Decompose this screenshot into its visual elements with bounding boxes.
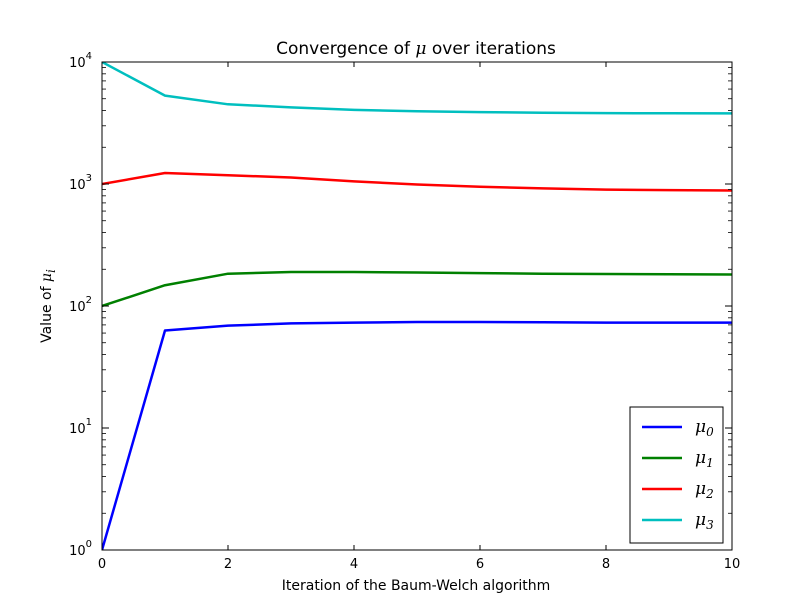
plot-area (102, 62, 732, 550)
x-tick-label: 0 (98, 557, 106, 572)
y-tick-label: 101 (69, 417, 92, 437)
x-tick-label: 4 (350, 557, 358, 572)
y-axis-label: Value of μi (39, 269, 58, 343)
chart-title: Convergence of μ over iterations (276, 39, 556, 59)
x-tick-label: 6 (476, 557, 484, 572)
legend: μ0 μ1 μ2 μ3 (629, 406, 724, 544)
series-line-mu-1 (102, 270, 732, 308)
series-line-mu-3 (102, 62, 732, 115)
x-tick-label: 8 (602, 557, 610, 572)
y-tick-label: 104 (69, 51, 92, 71)
legend-label-mu-3: μ3 (695, 510, 714, 532)
series-line-mu-0 (102, 320, 732, 550)
legend-label-mu-1: μ1 (695, 448, 714, 470)
y-tick-label: 102 (69, 295, 92, 315)
legend-label-mu-0: μ0 (695, 417, 714, 439)
y-tick-label: 100 (69, 539, 92, 559)
series-line-mu-2 (102, 171, 732, 192)
y-tick-label: 103 (69, 173, 92, 193)
legend-label-mu-2: μ2 (695, 479, 714, 501)
x-tick-label: 10 (724, 557, 741, 572)
x-tick-label: 2 (224, 557, 232, 572)
x-axis-label: Iteration of the Baum-Welch algorithm (282, 578, 551, 594)
